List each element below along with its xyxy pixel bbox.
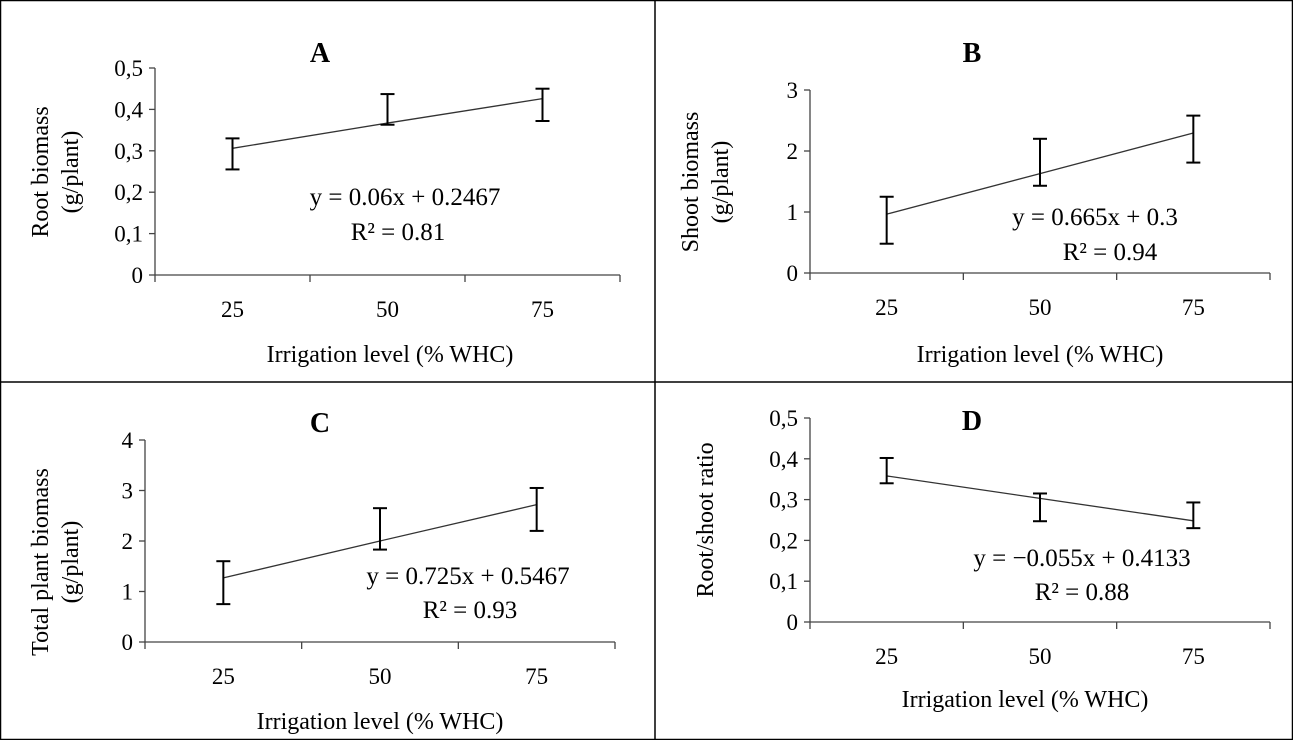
panel-c-y-tick-label: 2 [122,529,134,554]
panel-d-trend-equation: y = −0.055x + 0.4133 [973,545,1190,572]
panel-c-x-tick-label: 50 [369,664,392,689]
panel-a-plot: 0 0,1 0,2 0,3 0,4 0,5 25 50 75 [114,56,621,322]
panel-b-y-axis-label-line1: Shoot biomass [678,112,704,253]
panel-c-y-tick-label: 1 [122,580,134,605]
panel-d-title: D [962,406,982,437]
panel-d-y-tick-label: 0,5 [769,406,798,431]
panel-a-x-tick-label: 75 [531,297,554,322]
panel-c-title: C [310,408,330,439]
panel-d-r-squared: R² = 0.88 [1035,579,1130,606]
panel-a-r-squared: R² = 0.81 [351,219,446,246]
panel-c-y-axis-label-line2: (g/plant) [58,521,84,604]
panel-c-y-tick-label: 4 [122,428,134,453]
panel-d-y-tick-label: 0,2 [769,528,798,553]
panel-b-plot: 0 1 2 3 25 50 75 [787,78,1271,320]
panel-d-x-tick-label: 75 [1182,644,1205,669]
panel-b-r-squared: R² = 0.94 [1063,239,1158,266]
panel-d-y-tick-label: 0,1 [769,569,798,594]
panel-c-y-tick-label: 0 [122,630,134,655]
panel-a-trend-equation: y = 0.06x + 0.2467 [310,184,501,211]
panel-d-y-tick-label: 0 [787,610,799,635]
panel-a-x-tick-label: 50 [376,297,399,322]
panel-b: B 0 1 2 3 25 50 75 Irrigation level (% WHC) Sh… [678,38,1271,368]
panel-a-x-axis-label: Irrigation level (% WHC) [267,342,514,368]
panel-b-x-tick-label: 50 [1029,295,1052,320]
panel-d-y-tick-label: 0,4 [769,447,798,472]
panel-c-x-tick-label: 25 [212,664,235,689]
panel-c: C 0 1 2 3 4 25 50 75 Irrigation level (% WHC) T… [28,408,616,735]
panel-a-x-tick-label: 25 [221,297,244,322]
panel-d: D 0 0,1 0,2 0,3 0,4 0,5 25 50 75 Irrigation leve… [693,406,1271,713]
panel-a-y-tick-label: 0,5 [114,56,143,81]
panel-b-x-axis-label: Irrigation level (% WHC) [917,342,1164,368]
panel-d-y-axis-label: Root/shoot ratio [693,442,719,597]
panel-a-y-tick-label: 0,2 [114,180,143,205]
panel-a-y-axis-label-line1: Root biomass [28,106,54,237]
panel-b-y-tick-label: 2 [787,139,799,164]
panel-c-x-axis-label: Irrigation level (% WHC) [257,709,504,735]
panel-c-r-squared: R² = 0.93 [423,597,518,624]
panel-b-y-tick-label: 3 [787,78,799,103]
panel-b-trend-equation: y = 0.665x + 0.3 [1012,204,1178,231]
panel-c-y-axis-label-line1: Total plant biomass [28,468,54,656]
panel-a-y-tick-label: 0,4 [114,97,143,122]
panel-a-y-axis-label-line2: (g/plant) [58,131,84,214]
panel-d-x-tick-label: 25 [875,644,898,669]
panel-b-y-tick-label: 0 [787,261,799,286]
panel-b-y-tick-label: 1 [787,200,799,225]
panel-b-title: B [963,38,982,69]
panel-c-y-tick-label: 3 [122,479,134,504]
panel-a-y-tick-label: 0 [132,263,144,288]
panel-d-y-tick-label: 0,3 [769,488,798,513]
panel-c-x-tick-label: 75 [525,664,548,689]
panel-d-x-axis-label: Irrigation level (% WHC) [902,687,1149,713]
panel-b-x-tick-label: 75 [1182,295,1205,320]
panel-d-plot: 0 0,1 0,2 0,3 0,4 0,5 25 50 75 [769,406,1271,669]
panel-b-y-axis-label-line2: (g/plant) [708,141,734,224]
panel-b-x-tick-label: 25 [875,295,898,320]
panel-a-title: A [310,38,331,69]
panel-a: A 0 0,1 0,2 0,3 0,4 0,5 25 50 75 Irrigation leve… [28,38,621,368]
panel-a-y-tick-label: 0,1 [114,222,143,247]
panel-a-y-tick-label: 0,3 [114,139,143,164]
panel-d-x-tick-label: 50 [1029,644,1052,669]
panel-c-plot: 0 1 2 3 4 25 50 75 [122,428,616,689]
panel-c-trend-equation: y = 0.725x + 0.5467 [366,563,569,590]
